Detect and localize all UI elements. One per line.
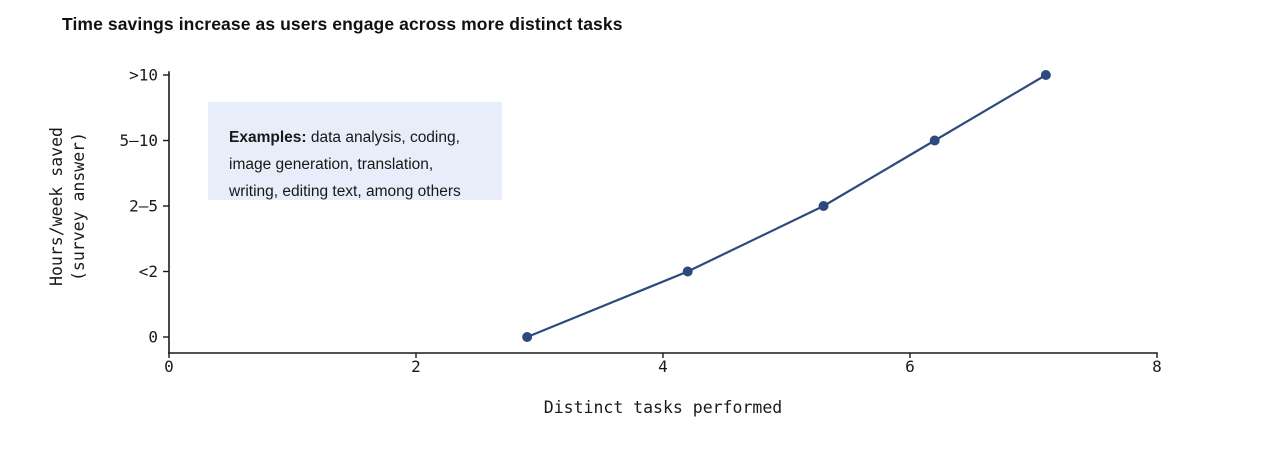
x-tick-label: 0 [164, 357, 174, 376]
x-tick-label: 2 [411, 357, 421, 376]
x-axis-title: Distinct tasks performed [544, 398, 782, 417]
data-point-marker [522, 332, 533, 342]
examples-annotation: Examples: data analysis, coding, image g… [208, 102, 502, 200]
annotation-line-1: data analysis, coding, [306, 129, 460, 146]
y-tick-label: 2–5 [129, 197, 158, 216]
y-axis-title-line-2: (survey answer) [69, 132, 88, 281]
x-tick-label: 4 [658, 357, 668, 376]
y-tick-label: 0 [148, 328, 158, 347]
x-tick-label: 6 [905, 357, 915, 376]
y-tick-label: >10 [129, 66, 158, 85]
data-point-marker [682, 266, 693, 277]
y-tick-label: 5–10 [119, 131, 158, 150]
data-point-marker [818, 201, 829, 211]
annotation-lead: Examples: [229, 129, 307, 146]
data-point-marker [1040, 70, 1051, 80]
annotation-line-3: writing, editing text, among others [229, 183, 461, 200]
y-tick-label: <2 [139, 262, 158, 281]
time-savings-curve-line [526, 74, 1047, 339]
data-point-marker [929, 135, 940, 146]
annotation-line-2: image generation, translation, [229, 156, 434, 173]
y-axis-title-line-1: Hours/week saved [47, 127, 66, 286]
chart-title: Time savings increase as users engage ac… [62, 14, 623, 34]
x-tick-label: 8 [1152, 357, 1162, 376]
